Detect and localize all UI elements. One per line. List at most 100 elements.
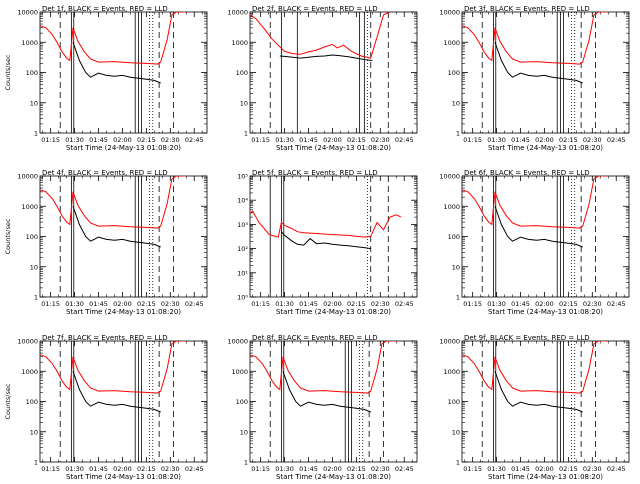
x-tick-label: 02:30 [371,300,390,308]
panel-title: Det 2f, BLACK = Events, RED = LLD [252,5,378,13]
y-tick-label: 1000 [443,368,460,376]
x-axis-label: Start Time (24-May-13 01:08:20) [66,144,181,152]
events-series-line [72,42,161,84]
series-group [250,341,397,413]
x-tick-label: 01:30 [487,300,506,308]
x-tick-label: 01:15 [251,136,270,144]
x-tick-label: 02:45 [185,465,204,473]
y-tick-label: 1000 [231,39,248,47]
series-group [40,176,187,248]
y-tick-label: 10 [240,99,248,107]
x-tick-label: 02:45 [607,136,626,144]
lld-series-line [250,341,397,394]
x-axis-label: Start Time (24-May-13 01:08:20) [488,308,603,316]
x-tick-label: 01:30 [487,136,506,144]
series-group [462,176,609,248]
x-tick-label: 01:15 [41,136,60,144]
x-tick-label: 01:45 [89,136,108,144]
plot-frame [249,11,418,134]
plot-frame [39,175,208,298]
x-tick-label: 02:15 [559,136,578,144]
events-series-line [494,206,583,248]
detector-panel-3: 1 10 100 1000 10000 01:15 01:30 01:45 02:00 02:15… [439,5,630,152]
y-tick-label: 100 [26,398,38,406]
y-tick-label: 1000 [21,203,38,211]
x-tick-label: 02:00 [113,300,132,308]
lld-series-line [40,176,187,229]
panel-title: Det 8f, BLACK = Events, RED = LLD [252,334,378,342]
x-tick-label: 01:30 [65,136,84,144]
lld-series-line [462,12,609,65]
x-tick-label: 01:45 [299,300,318,308]
vertical-markers [269,341,384,462]
y-tick-label: 1 [456,459,460,467]
y-tick-label: 1 [34,294,38,302]
detector-panel-1: 1 10 100 1000 10000 01:15 01:30 01:45 02:00 02:15… [4,5,208,152]
x-tick-label: 01:45 [511,465,530,473]
panel-title: Det 1f, BLACK = Events, RED = LLD [42,5,168,13]
y-axis-label: Counts/sec [4,218,12,254]
x-tick-label: 02:15 [347,136,366,144]
plot-frame [461,11,630,134]
x-axis-label: Start Time (24-May-13 01:08:20) [276,144,391,152]
y-tick-label: 1000 [21,39,38,47]
y-tick-label: 10000 [439,9,460,17]
detector-panel-8: 1 10 100 1000 10000 01:15 01:30 01:45 02:00 02:15… [227,334,418,481]
x-tick-label: 01:45 [89,300,108,308]
lld-series-line [250,210,402,238]
x-tick-label: 02:30 [161,300,180,308]
detector-panel-2: 1 10 100 1000 10000 01:15 01:30 01:45 02:00 02:15… [227,5,418,152]
y-axis-label: Counts/sec [4,54,12,90]
events-series-line [281,231,371,250]
y-tick-label: 1 [244,130,248,138]
x-tick-label: 02:45 [395,136,414,144]
lld-series-line [462,341,609,394]
series-group [40,12,187,84]
plot-frame [39,340,208,463]
detector-panel-4: 1 10 100 1000 10000 01:15 01:30 01:45 02:00 02:15… [4,169,208,316]
x-axis-label: Start Time (24-May-13 01:08:20) [66,473,181,480]
x-axis-label: Start Time (24-May-13 01:08:20) [276,308,391,316]
x-tick-label: 01:45 [299,136,318,144]
x-tick-label: 02:15 [559,300,578,308]
series-group [40,341,187,413]
x-tick-label: 02:30 [583,136,602,144]
x-tick-label: 01:30 [275,300,294,308]
x-tick-label: 01:30 [65,465,84,473]
x-tick-label: 01:45 [511,300,530,308]
vertical-markers [481,341,596,462]
vertical-markers [481,12,596,133]
x-tick-label: 02:15 [137,136,156,144]
y-tick-label: 10⁵ [237,173,248,181]
x-tick-label: 01:30 [275,136,294,144]
plot-frame [461,340,630,463]
y-tick-label: 1 [244,459,248,467]
y-tick-label: 10² [237,245,248,253]
detector-panel-6: 1 10 100 1000 10000 01:15 01:30 01:45 02:00 02:15… [439,169,630,316]
y-tick-label: 100 [236,69,248,77]
panel-title: Det 3f, BLACK = Events, RED = LLD [464,5,590,13]
x-tick-label: 02:45 [607,300,626,308]
x-tick-label: 02:00 [535,465,554,473]
x-tick-label: 01:45 [89,465,108,473]
y-tick-label: 10000 [17,338,38,346]
events-series-line [279,54,373,61]
x-axis-label: Start Time (24-May-13 01:08:20) [488,473,603,480]
x-tick-label: 02:30 [583,300,602,308]
x-tick-label: 02:45 [185,136,204,144]
x-axis-label: Start Time (24-May-13 01:08:20) [66,308,181,316]
x-tick-label: 01:15 [251,465,270,473]
y-tick-label: 1 [456,130,460,138]
y-tick-label: 10 [452,99,460,107]
series-group [250,12,391,61]
vertical-markers [481,176,596,297]
y-tick-label: 1 [34,130,38,138]
y-tick-label: 10000 [439,173,460,181]
y-tick-label: 100 [26,233,38,241]
x-tick-label: 02:00 [323,465,342,473]
y-tick-label: 100 [448,69,460,77]
detector-panel-9: 1 10 100 1000 10000 01:15 01:30 01:45 02:00 02:15… [439,334,630,481]
y-tick-label: 10 [452,428,460,436]
